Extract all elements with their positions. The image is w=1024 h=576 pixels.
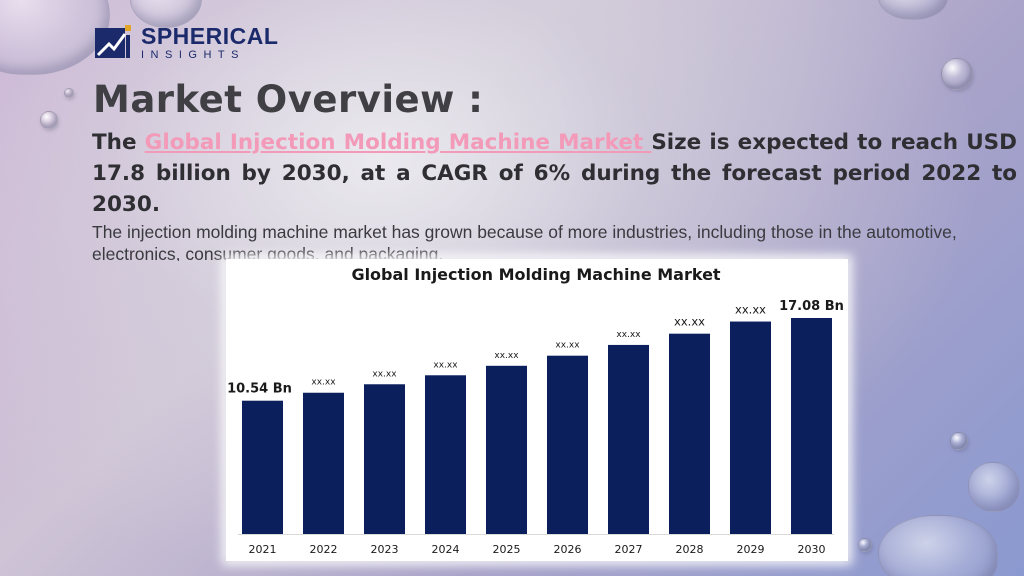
x-tick-label-2022: 2022 bbox=[310, 543, 338, 556]
water-droplet-decoration bbox=[64, 88, 74, 98]
data-label-2027: xx.xx bbox=[616, 330, 641, 340]
data-label-2021: 10.54 Bn bbox=[227, 382, 292, 397]
body-paragraph: The injection molding machine market has… bbox=[92, 222, 957, 261]
slide-title: Market Overview : bbox=[93, 78, 484, 121]
data-label-2030: 17.08 Bn bbox=[779, 299, 844, 314]
water-droplet-decoration bbox=[941, 58, 973, 90]
lead-paragraph: The Global Injection Molding Machine Mar… bbox=[92, 127, 1017, 220]
x-tick-label-2027: 2027 bbox=[615, 543, 643, 556]
x-tick-label-2021: 2021 bbox=[249, 543, 277, 556]
chart-title: Global Injection Molding Machine Market bbox=[351, 265, 720, 284]
water-droplet-decoration bbox=[968, 462, 1020, 512]
brand-subtitle: INSIGHTS bbox=[141, 49, 245, 61]
bar-2023 bbox=[364, 384, 405, 534]
data-label-2026: xx.xx bbox=[555, 341, 580, 351]
water-droplet-decoration bbox=[40, 111, 58, 129]
x-tick-label-2026: 2026 bbox=[554, 543, 582, 556]
market-link[interactable]: Global Injection Molding Machine Market bbox=[144, 130, 652, 155]
bar-2028 bbox=[669, 333, 710, 534]
x-tick-label-2028: 2028 bbox=[676, 543, 704, 556]
bar-chart: Global Injection Molding Machine Market … bbox=[227, 265, 844, 556]
x-tick-label-2029: 2029 bbox=[737, 543, 765, 556]
x-tick-label-2030: 2030 bbox=[798, 543, 826, 556]
bar-2030 bbox=[791, 318, 832, 534]
data-label-2025: xx.xx bbox=[494, 351, 519, 361]
bar-2027 bbox=[608, 344, 649, 534]
data-label-2023: xx.xx bbox=[372, 369, 397, 379]
bar-2022 bbox=[303, 392, 344, 534]
data-label-2029: xx.xx bbox=[735, 303, 766, 317]
x-tick-label-2024: 2024 bbox=[432, 543, 460, 556]
x-tick-label-2025: 2025 bbox=[493, 543, 521, 556]
data-label-2024: xx.xx bbox=[433, 360, 458, 370]
bar-2026 bbox=[547, 355, 588, 534]
water-droplet-decoration bbox=[0, 0, 110, 75]
lead-prefix: The bbox=[92, 130, 145, 155]
water-droplet-decoration bbox=[878, 515, 998, 576]
spherical-insights-logo-icon bbox=[95, 25, 133, 61]
market-chart: Global Injection Molding Machine Market … bbox=[226, 259, 848, 561]
bar-2029 bbox=[730, 321, 771, 534]
water-droplet-decoration bbox=[878, 0, 948, 20]
data-label-2028: xx.xx bbox=[674, 315, 705, 329]
x-tick-label-2023: 2023 bbox=[371, 543, 399, 556]
lead-suffix: Size is expected to reach USD 17.8 billi… bbox=[92, 130, 1017, 217]
water-droplet-decoration bbox=[950, 432, 968, 450]
bar-2024 bbox=[425, 375, 466, 534]
water-droplet-decoration bbox=[858, 538, 872, 552]
data-label-2022: xx.xx bbox=[311, 378, 336, 388]
bar-2021 bbox=[242, 400, 283, 534]
brand-logo: SPHERICAL INSIGHTS bbox=[95, 25, 278, 61]
brand-name: SPHERICAL bbox=[141, 23, 279, 49]
bar-2025 bbox=[486, 365, 527, 534]
